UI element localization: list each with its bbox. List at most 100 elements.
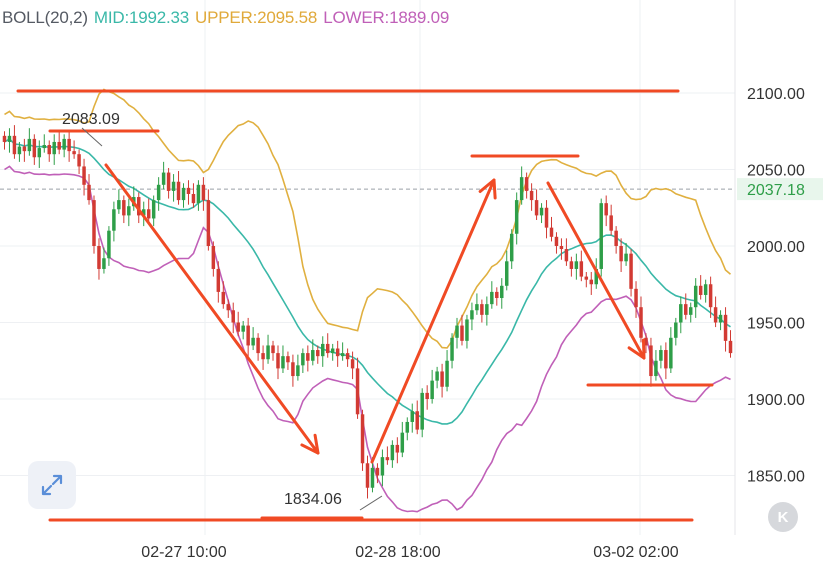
candle-body — [708, 284, 713, 308]
candle-body — [181, 187, 186, 201]
candle-body — [485, 304, 489, 315]
candle-body — [619, 246, 623, 262]
candle-body — [231, 310, 235, 323]
min-price-label: 1834.06 — [284, 491, 342, 508]
candle-body — [52, 141, 56, 155]
candle-body — [276, 353, 280, 369]
candle-body — [161, 172, 166, 185]
candle-body — [574, 261, 579, 269]
candle-body — [698, 285, 703, 295]
candle-body — [291, 362, 295, 377]
expand-button[interactable] — [28, 461, 76, 509]
candle-body — [171, 181, 176, 191]
candle-body — [122, 200, 126, 216]
candle-body — [316, 350, 320, 357]
candle-body — [569, 261, 574, 269]
lower-label: LOWER: — [323, 8, 390, 27]
candle-body — [609, 215, 613, 231]
candle-body — [435, 371, 439, 381]
candle-body — [410, 411, 414, 422]
candle-body — [196, 184, 201, 204]
upper-value: 2095.58 — [257, 8, 318, 27]
candle-body — [534, 200, 539, 216]
candlesticks — [2, 125, 733, 499]
candle-body — [47, 145, 51, 155]
mid-value: 1992.33 — [128, 8, 190, 27]
x-tick-label: 02-28 18:00 — [355, 544, 441, 561]
candle-body — [559, 246, 564, 250]
candle-body — [321, 343, 325, 357]
candle-body — [87, 184, 91, 201]
bollinger-bands — [4, 88, 732, 513]
candle-body — [629, 253, 633, 289]
mid-legend: MID:1992.33 — [94, 8, 189, 27]
k-button-label: K — [777, 508, 789, 526]
grid — [0, 0, 736, 535]
candle-body — [151, 200, 156, 219]
candle-body — [146, 209, 151, 219]
candle-body — [455, 325, 459, 338]
candle-body — [425, 392, 429, 399]
candle-body — [544, 207, 549, 228]
candle-body — [599, 203, 603, 269]
candle-body — [659, 350, 663, 361]
candle-body — [72, 151, 76, 155]
candle-body — [644, 337, 648, 346]
candle-body — [634, 288, 638, 308]
candle-body — [624, 253, 628, 262]
candle-body — [519, 177, 524, 201]
candle-body — [490, 291, 494, 305]
candle-body — [191, 193, 196, 204]
expand-arrows-icon — [41, 474, 63, 496]
candle-body — [281, 356, 285, 369]
candle-body — [684, 304, 688, 315]
candle-body — [688, 307, 693, 315]
x-axis: 02-27 10:00 02-28 18:00 03-02 02:00 — [141, 544, 679, 561]
candle-body — [654, 360, 658, 377]
upper-band-line — [4, 88, 732, 349]
candle-body — [82, 166, 86, 185]
min-pointer — [359, 495, 383, 511]
candle-body — [42, 145, 47, 149]
candle-body — [156, 184, 161, 201]
x-tick-label: 02-27 10:00 — [141, 544, 227, 561]
candle-body — [137, 197, 141, 216]
upper-legend: UPPER:2095.58 — [195, 8, 317, 27]
y-tick-label: 1950.00 — [747, 316, 805, 333]
down-arrow-head-1 — [300, 433, 320, 455]
candle-body — [584, 276, 589, 280]
down-arrow-shaft-2 — [546, 181, 646, 360]
lower-value: 1889.09 — [389, 8, 450, 27]
candle-body — [221, 291, 226, 305]
candle-body — [57, 141, 61, 150]
kline-toggle-button[interactable]: K — [768, 502, 798, 532]
candle-body — [107, 230, 111, 259]
candle-body — [430, 380, 434, 399]
up-arrow-head — [478, 178, 497, 200]
candle-body — [7, 135, 12, 142]
candle-body — [514, 200, 519, 234]
candle-body — [236, 322, 240, 332]
candle-body — [524, 177, 529, 191]
candle-body — [112, 209, 116, 231]
candle-body — [330, 348, 335, 354]
candle-body — [460, 325, 464, 341]
y-tick-label: 1850.00 — [747, 469, 805, 486]
candle-body — [340, 353, 345, 357]
candle-body — [311, 350, 315, 361]
candle-body — [201, 184, 206, 201]
candle-body — [415, 411, 419, 430]
x-tick-label: 03-02 02:00 — [593, 544, 679, 561]
candle-body — [718, 314, 723, 323]
candle-body — [564, 249, 569, 262]
candle-body — [480, 304, 484, 315]
candle-body — [639, 307, 643, 338]
candle-body — [445, 360, 449, 387]
down-arrow-shaft-1 — [104, 163, 320, 455]
candle-body — [450, 337, 454, 361]
candle-body — [500, 285, 504, 299]
candle-body — [549, 227, 554, 237]
candle-body — [67, 138, 71, 152]
